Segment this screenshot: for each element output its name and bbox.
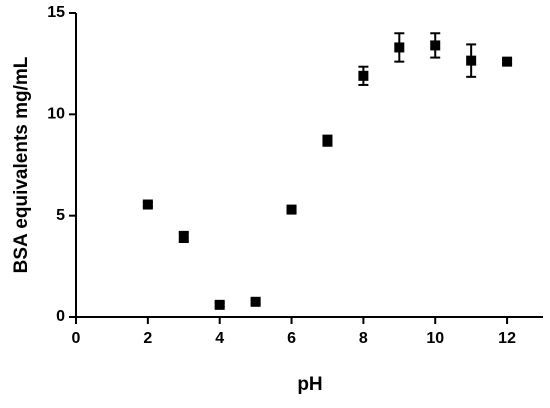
- x-tick-label: 12: [498, 330, 516, 347]
- x-tick-label: 8: [359, 330, 368, 347]
- x-tick-label: 4: [215, 330, 224, 347]
- point: [358, 70, 369, 81]
- x-axis-title: pH: [297, 374, 322, 395]
- y-tick-label: 5: [56, 207, 65, 224]
- y-tick-label: 0: [56, 308, 65, 325]
- point: [286, 204, 297, 215]
- point: [502, 56, 513, 67]
- x-tick-label: 0: [72, 330, 81, 347]
- point: [322, 135, 333, 146]
- x-tick-label: 2: [143, 330, 152, 347]
- x-tick-label: 6: [287, 330, 296, 347]
- point: [430, 40, 441, 51]
- x-tick-label: 10: [426, 330, 444, 347]
- point: [250, 296, 261, 307]
- y-axis-title: BSA equivalents mg/mL: [11, 56, 32, 273]
- point: [394, 42, 405, 53]
- y-tick-label: 10: [47, 106, 65, 123]
- y-tick-label: 15: [47, 4, 65, 21]
- point: [466, 55, 477, 66]
- point: [178, 231, 189, 242]
- point: [214, 299, 225, 310]
- point: [142, 199, 153, 210]
